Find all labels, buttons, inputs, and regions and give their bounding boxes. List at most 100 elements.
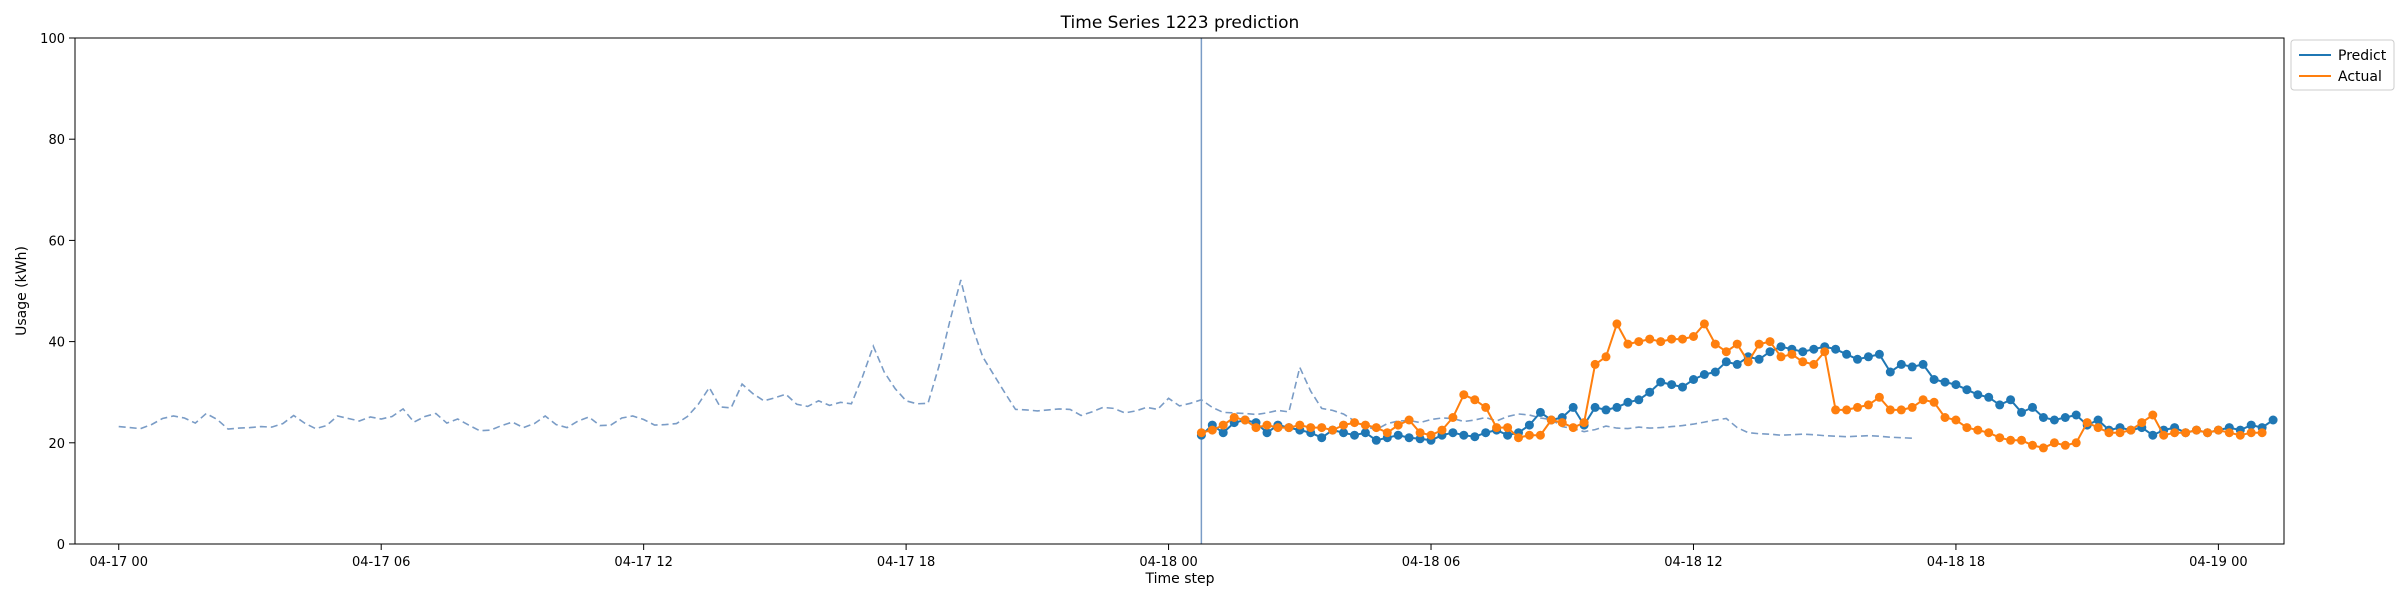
predict-point bbox=[1535, 407, 1545, 417]
y-tick-label: 0 bbox=[57, 538, 65, 553]
predict-point bbox=[1896, 359, 1906, 369]
y-axis: 0 20 40 60 80 100 bbox=[40, 32, 75, 553]
actual-point bbox=[1787, 349, 1797, 359]
actual-point bbox=[1874, 392, 1884, 402]
predict-point bbox=[2006, 395, 2016, 405]
actual-point bbox=[1885, 405, 1895, 415]
actual-point bbox=[1284, 423, 1294, 433]
actual-point bbox=[1612, 319, 1622, 329]
actual-point bbox=[1929, 397, 1939, 407]
actual-point bbox=[2060, 440, 2070, 450]
actual-point bbox=[1382, 428, 1392, 438]
actual-point bbox=[1809, 359, 1819, 369]
actual-point bbox=[1754, 339, 1764, 349]
predict-point bbox=[1699, 370, 1709, 379]
actual-point bbox=[1306, 423, 1316, 433]
predict-point bbox=[1317, 433, 1327, 443]
actual-point bbox=[2159, 430, 2169, 440]
actual-point bbox=[1481, 402, 1491, 412]
actual-point bbox=[1601, 352, 1611, 362]
x-tick-label: 04-17 00 bbox=[90, 555, 148, 570]
actual-point bbox=[2246, 428, 2256, 438]
actual-point bbox=[2192, 425, 2201, 435]
actual-point bbox=[1820, 347, 1830, 357]
predict-point bbox=[1678, 382, 1687, 392]
x-tick-label: 04-18 18 bbox=[1927, 555, 1985, 570]
actual-point bbox=[1699, 319, 1709, 329]
predict-point bbox=[1962, 385, 1972, 395]
predict-point bbox=[1667, 380, 1677, 390]
actual-point bbox=[1546, 415, 1556, 425]
x-axis: 04-17 00 04-17 06 04-17 12 04-17 18 04-18 00… bbox=[90, 544, 2248, 570]
predict-point bbox=[2148, 430, 2158, 440]
predict-point bbox=[1754, 354, 1764, 364]
predict-point bbox=[2049, 415, 2059, 425]
actual-point bbox=[1918, 395, 1928, 405]
actual-point bbox=[1350, 418, 1359, 428]
predict-point bbox=[1995, 400, 2005, 410]
actual-point bbox=[2257, 428, 2267, 438]
predict-point bbox=[1940, 377, 1950, 387]
actual-point bbox=[1951, 415, 1961, 425]
actual-point bbox=[1732, 339, 1742, 349]
history-line bbox=[118, 279, 1913, 439]
actual-point bbox=[1328, 425, 1338, 435]
actual-point bbox=[1295, 420, 1305, 430]
actual-point bbox=[1503, 423, 1513, 433]
plot-frame bbox=[74, 37, 2285, 545]
actual-point bbox=[1448, 413, 1458, 422]
actual-point bbox=[1831, 405, 1841, 415]
predict-point bbox=[1765, 347, 1775, 357]
predict-point bbox=[1470, 432, 1480, 442]
actual-point bbox=[1907, 402, 1917, 412]
actual-point bbox=[1842, 405, 1852, 415]
x-tick-label: 04-17 06 bbox=[352, 555, 410, 570]
predict-point bbox=[1218, 428, 1228, 438]
y-axis-title: Usage (kWh) bbox=[14, 246, 30, 336]
predict-point bbox=[1656, 377, 1666, 387]
predict-point bbox=[2038, 413, 2048, 422]
actual-point bbox=[2148, 410, 2158, 420]
predict-point bbox=[1809, 344, 1819, 354]
plot-marks bbox=[118, 38, 2278, 544]
predict-point bbox=[1601, 405, 1611, 415]
predict-point bbox=[1524, 420, 1534, 430]
actual-point bbox=[1798, 357, 1808, 367]
predict-point bbox=[1459, 430, 1469, 440]
actual-point bbox=[1470, 395, 1480, 405]
actual-point bbox=[1240, 415, 1250, 425]
actual-point bbox=[1579, 418, 1589, 428]
chart-title: Time Series 1223 prediction bbox=[1060, 13, 1300, 33]
predict-point bbox=[2246, 420, 2256, 430]
legend: Predict Actual bbox=[2290, 39, 2395, 91]
actual-point bbox=[2017, 435, 2026, 445]
actual-point bbox=[1623, 339, 1633, 349]
actual-point bbox=[2049, 438, 2059, 448]
actual-point bbox=[1459, 390, 1469, 400]
actual-point bbox=[1984, 428, 1994, 438]
actual-point bbox=[1721, 347, 1731, 357]
actual-point bbox=[1251, 423, 1261, 433]
actual-point bbox=[2170, 428, 2180, 438]
actual-point bbox=[1689, 332, 1698, 341]
actual-point bbox=[1667, 334, 1677, 344]
actual-point bbox=[1995, 433, 2005, 443]
legend-actual-label: Actual bbox=[2338, 69, 2382, 85]
y-tick-label: 20 bbox=[48, 437, 65, 452]
predict-point bbox=[1907, 362, 1917, 372]
predict-point bbox=[1371, 435, 1381, 445]
actual-point bbox=[2181, 428, 2191, 438]
actual-point bbox=[2038, 443, 2048, 453]
actual-point bbox=[1317, 423, 1327, 433]
y-tick-label: 80 bbox=[48, 133, 65, 148]
predict-point bbox=[1842, 349, 1852, 359]
actual-point bbox=[1371, 423, 1381, 433]
actual-point bbox=[1492, 423, 1502, 433]
y-tick-label: 100 bbox=[40, 32, 65, 47]
actual-point bbox=[1229, 413, 1239, 422]
actual-point bbox=[2071, 438, 2081, 448]
actual-point bbox=[1514, 433, 1523, 443]
actual-point bbox=[1426, 430, 1436, 440]
predict-point bbox=[1360, 428, 1370, 438]
